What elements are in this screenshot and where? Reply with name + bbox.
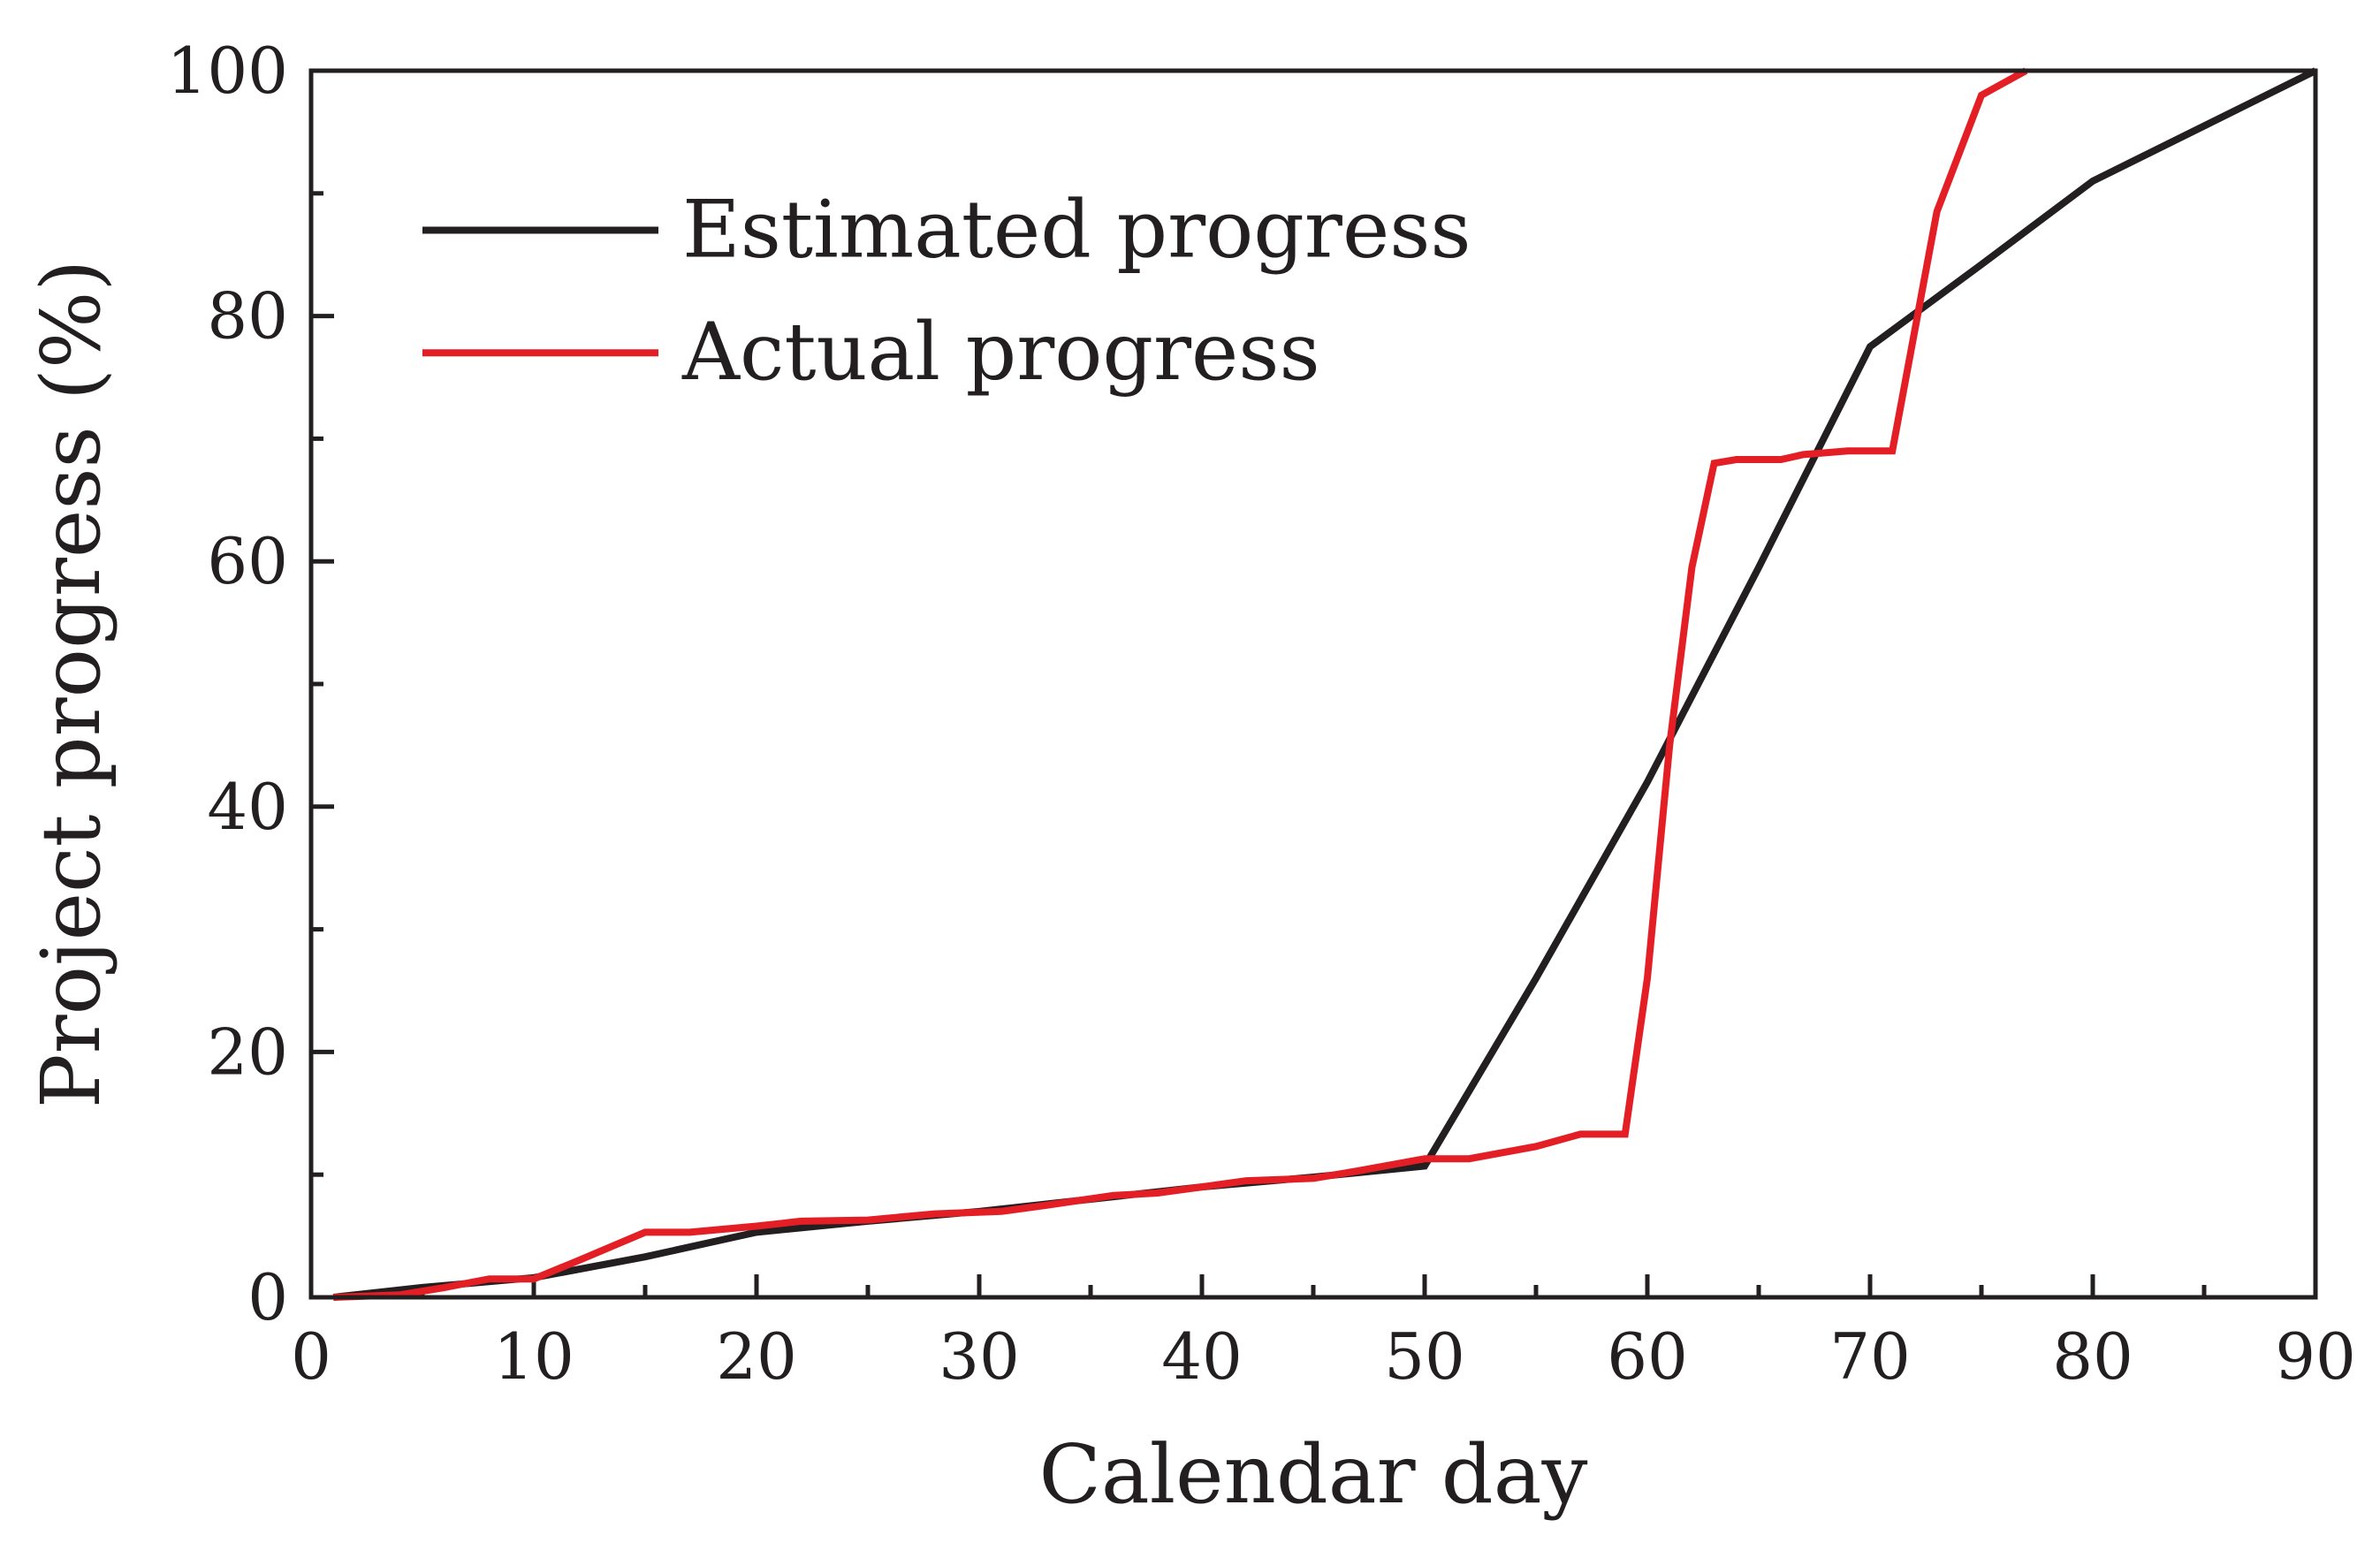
x-tick-label: 60 [1607, 1319, 1688, 1394]
y-tick-label: 60 [207, 524, 288, 598]
x-tick-label: 10 [493, 1319, 574, 1394]
x-tick-label: 40 [1161, 1319, 1243, 1394]
y-axis-ticks [311, 68, 334, 1300]
x-tick-label: 0 [291, 1319, 331, 1394]
y-tick-label: 80 [207, 279, 288, 353]
legend-label-estimated: Estimated progress [682, 183, 1471, 276]
y-tick-label: 100 [167, 34, 288, 108]
x-tick-label: 50 [1384, 1319, 1465, 1394]
y-tick-label: 20 [207, 1015, 288, 1089]
x-tick-label: 30 [939, 1319, 1020, 1394]
x-tick-label: 70 [1829, 1319, 1911, 1394]
actual-progress-line [333, 67, 2028, 1301]
x-axis-ticks [308, 1274, 2318, 1297]
x-tick-label: 90 [2275, 1319, 2356, 1394]
x-axis-tick-labels: 0 10 20 30 40 50 60 70 80 90 [291, 1319, 2356, 1394]
plot-frame [308, 68, 2318, 1300]
y-axis-title: Project progress (%) [24, 260, 118, 1108]
x-tick-label: 80 [2052, 1319, 2133, 1394]
x-axis-title: Calendar day [1038, 1427, 1587, 1522]
y-tick-label: 0 [247, 1260, 288, 1334]
series-layer [332, 67, 2317, 1301]
legend: Estimated progress Actual progress [422, 183, 1471, 399]
x-tick-label: 20 [716, 1319, 797, 1394]
y-axis-tick-labels: 0 20 40 60 80 100 [167, 34, 288, 1334]
legend-label-actual: Actual progress [681, 306, 1320, 399]
y-tick-label: 40 [207, 770, 288, 844]
